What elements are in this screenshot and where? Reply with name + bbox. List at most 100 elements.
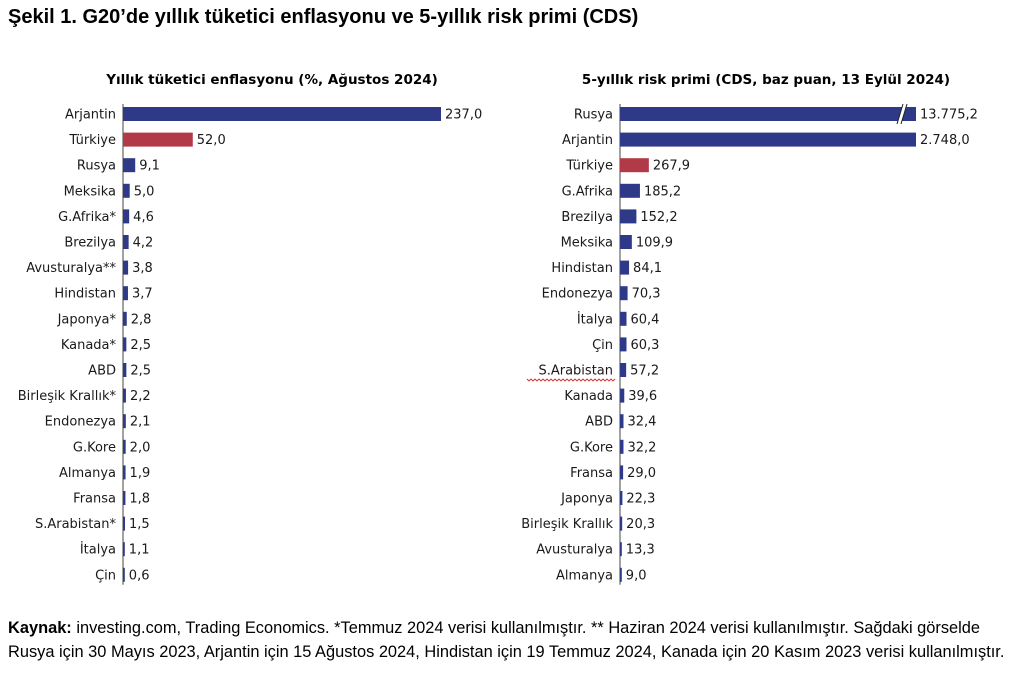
right-value-label: 13.775,2 [920, 108, 978, 123]
left-bar [123, 542, 125, 557]
left-bar [123, 439, 126, 454]
left-category-label: Kanada* [61, 338, 117, 353]
left-value-label: 3,7 [132, 287, 153, 302]
right-category-label: Meksika [561, 236, 613, 251]
left-bar [123, 516, 126, 531]
left-category-label: Hindistan [54, 287, 116, 302]
left-bar [123, 132, 193, 147]
right-value-label: 60,3 [630, 338, 659, 353]
left-category-label: İtalya [80, 542, 116, 558]
right-bar [620, 363, 627, 377]
right-bar [620, 388, 625, 403]
left-bar [123, 567, 125, 582]
left-value-label: 2,0 [130, 440, 151, 455]
left-value-label: 4,6 [133, 210, 154, 225]
figure-title: Şekil 1. G20’de yıllık tüketici enflasyo… [8, 6, 639, 28]
left-value-label: 1,8 [129, 492, 150, 507]
right-value-label: 185,2 [644, 184, 681, 199]
right-bar [620, 311, 627, 326]
right-bar [620, 235, 632, 249]
right-bar [620, 439, 624, 454]
right-category-label: Birleşik Krallık [521, 517, 613, 532]
right-value-label: 20,3 [626, 517, 655, 532]
axis-break-mark [896, 103, 904, 125]
right-value-label: 32,2 [627, 440, 656, 455]
right-category-label: Almanya [556, 568, 613, 583]
left-bar [123, 491, 126, 505]
right-category-label: Türkiye [565, 159, 613, 174]
charts-canvas: Yıllık tüketici enflasyonu (%, Ağustos 2… [18, 72, 978, 585]
right-category-label: Japonya [560, 492, 613, 507]
right-bar-chart: Rusya 13.775,2 Arjantin 2.748,0 Türkiye 267,9… [521, 103, 978, 585]
right-bar [620, 209, 637, 224]
right-category-label: ABD [585, 415, 613, 430]
right-value-label: 9,0 [626, 568, 647, 583]
right-bar [620, 260, 630, 275]
left-value-label: 2,5 [130, 364, 151, 379]
left-category-label: ABD [88, 364, 116, 379]
left-category-label: Almanya [59, 466, 116, 481]
right-value-label: 109,9 [636, 236, 673, 251]
right-category-label: Çin [592, 338, 613, 353]
right-bar [620, 567, 622, 582]
left-category-label: Türkiye [68, 133, 116, 148]
left-bar [123, 363, 127, 377]
right-bar [620, 183, 640, 198]
left-category-label: Japonya* [57, 312, 117, 327]
right-category-label: Endonezya [542, 287, 613, 302]
right-category-label: Brezilya [561, 210, 613, 225]
right-value-label: 13,3 [626, 543, 655, 558]
right-bar [620, 337, 627, 352]
left-bar [123, 183, 130, 198]
left-category-label: Çin [95, 568, 116, 583]
right-value-label: 60,4 [631, 312, 660, 327]
right-bar [620, 158, 649, 173]
left-category-label: Rusya [77, 159, 116, 174]
left-category-label: Birleşik Krallık* [18, 389, 117, 404]
right-bar [620, 107, 916, 121]
left-category-label: Fransa [73, 492, 116, 507]
right-bar [620, 465, 624, 480]
right-category-label: S.Arabistan [538, 364, 613, 379]
right-category-label: G.Afrika [562, 184, 613, 199]
right-bar [620, 516, 623, 531]
left-bar [123, 337, 127, 352]
right-category-label: Arjantin [562, 133, 613, 148]
left-bar-chart: Arjantin 237,0 Türkiye 52,0 Rusya 9,1 Meksika 5… [18, 104, 482, 585]
right-category-label: Fransa [570, 466, 613, 481]
right-category-label: İtalya [577, 311, 613, 327]
source-text: investing.com, Trading Economics. *Temmu… [8, 619, 1005, 661]
left-bar [123, 158, 136, 173]
right-bar [620, 132, 916, 147]
left-value-label: 237,0 [445, 108, 482, 123]
right-category-label: Rusya [574, 108, 613, 123]
right-category-label: Kanada [564, 389, 613, 404]
right-value-label: 267,9 [653, 159, 690, 174]
right-category-label: G.Kore [570, 440, 613, 455]
right-bar [620, 542, 622, 557]
left-value-label: 2,8 [131, 312, 152, 327]
left-value-label: 4,2 [133, 236, 154, 251]
left-value-label: 52,0 [197, 133, 226, 148]
right-value-label: 70,3 [632, 287, 661, 302]
left-value-label: 0,6 [129, 568, 150, 583]
left-bar [123, 414, 126, 429]
right-bar [620, 286, 628, 301]
left-category-label: G.Kore [73, 440, 116, 455]
left-category-label: S.Arabistan* [35, 517, 117, 532]
left-chart-title: Yıllık tüketici enflasyonu (%, Ağustos 2… [105, 72, 438, 88]
left-value-label: 2,5 [130, 338, 151, 353]
left-value-label: 1,9 [130, 466, 151, 481]
right-bar [620, 491, 623, 505]
left-category-label: G.Afrika* [58, 210, 116, 225]
right-value-label: 152,2 [640, 210, 677, 225]
right-bar [620, 414, 624, 429]
right-value-label: 29,0 [627, 466, 656, 481]
left-bar [123, 388, 126, 403]
left-bar [123, 209, 130, 224]
left-bar [123, 311, 127, 326]
left-value-label: 5,0 [134, 184, 155, 199]
spellcheck-underline [526, 378, 616, 382]
source-label: Kaynak: [8, 619, 72, 637]
left-category-label: Meksika [64, 184, 116, 199]
